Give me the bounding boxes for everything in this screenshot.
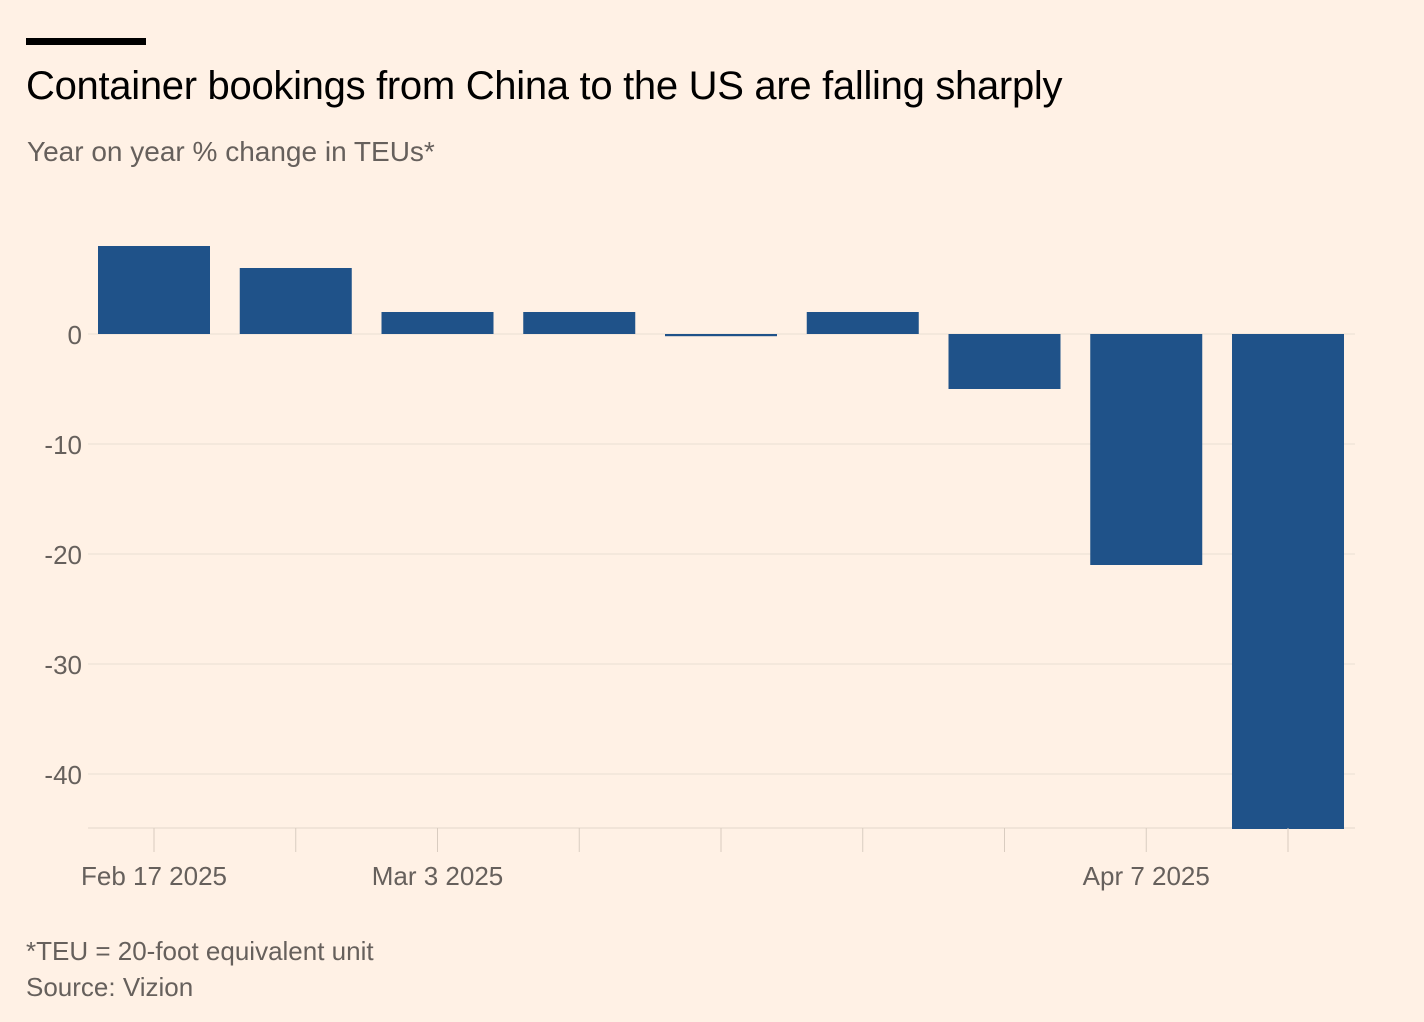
bar: [806, 312, 919, 334]
y-tick-label: -20: [44, 540, 82, 570]
y-tick-label: -40: [44, 760, 82, 790]
bar: [98, 246, 210, 334]
x-tick-label: Feb 17 2025: [81, 861, 227, 891]
y-tick-label: -30: [44, 650, 82, 680]
bar: [523, 312, 636, 334]
chart-subtitle: Year on year % change in TEUs*: [27, 136, 435, 167]
bar: [1232, 334, 1344, 829]
footnote: *TEU = 20-foot equivalent unit: [26, 936, 374, 966]
y-tick-label: -10: [44, 430, 82, 460]
y-tick-label: 0: [68, 320, 82, 350]
bar: [1090, 334, 1203, 565]
x-tick-label: Mar 3 2025: [372, 861, 504, 891]
brand-bar: [26, 38, 146, 45]
x-tick-label: Apr 7 2025: [1083, 861, 1210, 891]
chart-title: Container bookings from China to the US …: [26, 64, 1063, 108]
bar: [239, 268, 352, 334]
bar: [948, 334, 1061, 389]
bar: [665, 334, 777, 337]
source-note: Source: Vizion: [26, 972, 194, 1002]
bar: [381, 312, 494, 334]
